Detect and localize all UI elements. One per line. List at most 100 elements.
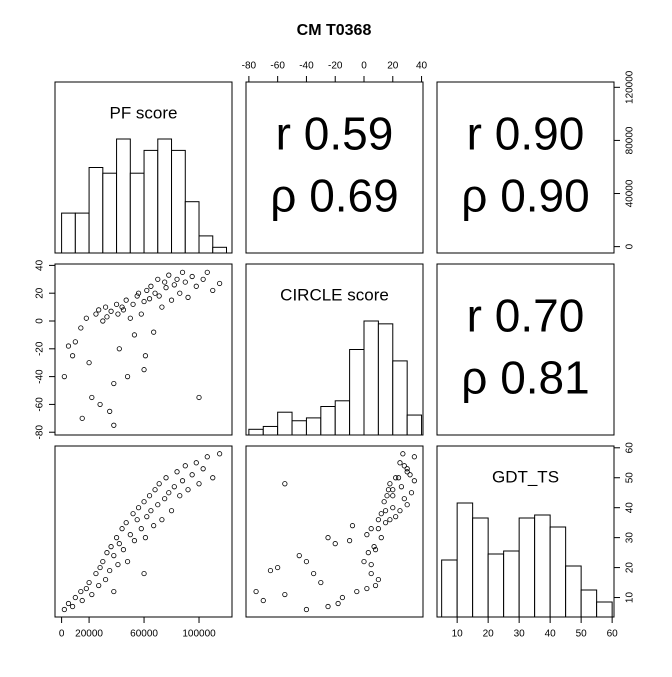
point [177,493,183,499]
point [135,505,142,511]
point [152,487,158,493]
point [108,308,114,314]
hist-bar [472,517,489,618]
panel [54,445,233,618]
point [303,606,310,613]
point [398,484,405,490]
point [189,273,195,280]
point [303,558,310,565]
y-tick-label: 120000 [625,70,636,104]
point [119,304,125,310]
hist-bar [580,589,598,618]
point [404,469,410,475]
x-tick-label: 0 [361,61,367,72]
point [111,380,117,387]
point [204,269,210,275]
point [411,454,417,460]
correlation-rho: ρ 0.90 [461,170,589,222]
point [193,283,199,289]
point [100,318,106,324]
point [185,487,191,493]
y-tick-label: 80000 [625,126,636,154]
x-tick-label: 30 [514,629,526,640]
point [107,567,113,574]
point [385,487,392,493]
correlation-rho: ρ 0.69 [270,170,398,222]
point [390,493,396,499]
point [131,332,138,338]
point [141,570,147,577]
x-tick-label: 40 [416,61,428,72]
point [104,550,110,556]
x-tick-label: -60 [270,61,285,72]
point [408,490,415,496]
point [387,517,393,523]
y-tick-label: 50 [625,472,636,484]
point [141,367,147,373]
y-tick-label: 40 [625,502,636,514]
point [151,329,157,335]
x-tick-label: 0 [59,629,65,640]
point [177,290,183,296]
point [151,523,157,529]
point [115,311,121,317]
point [130,511,136,517]
panel [436,263,615,436]
point [196,481,202,487]
point [372,547,379,553]
point [144,287,150,294]
x-tick-label: 20000 [75,629,103,640]
point [79,597,85,604]
correlation-r: r 0.70 [467,290,585,342]
point [93,311,99,317]
y-tick-label: 20 [625,562,636,574]
point [185,294,191,300]
point [364,532,370,538]
hist-bar [129,172,145,254]
point [401,463,407,469]
point [65,600,72,607]
x-tick-label: 40 [545,629,557,640]
point [311,570,317,577]
point [335,600,341,607]
hist-bar [320,406,336,436]
point [113,535,120,541]
x-tick-label: 10 [452,629,464,640]
y-tick-label: 60 [625,442,636,454]
point [156,293,162,299]
variable-label: GDT_TS [492,467,559,486]
point [65,343,72,349]
point [96,582,102,589]
point [123,297,129,303]
point [116,346,122,352]
correlation-rho: ρ 0.81 [461,352,589,404]
hist-bar [334,400,351,436]
hist-bar [88,167,104,254]
point [382,520,389,526]
point [168,508,175,514]
point [339,594,346,601]
x-tick-label: 100000 [182,629,216,640]
point [104,314,110,320]
point [127,315,133,321]
hist-bar [143,149,159,254]
point [141,298,147,305]
point [144,514,150,520]
point [79,415,85,421]
point [382,508,389,514]
point [267,567,274,574]
point [69,353,76,359]
hist-bar [503,550,520,618]
panel [436,81,615,254]
point [390,487,396,493]
point [193,460,199,466]
point [168,297,175,303]
point [163,285,169,291]
point [275,564,281,571]
hist-bar [305,417,322,436]
y-tick-label: 30 [625,532,636,544]
hist-bar [392,360,408,436]
y-tick-label: -80 [35,425,46,440]
point [107,408,113,414]
hist-bar [406,414,423,436]
